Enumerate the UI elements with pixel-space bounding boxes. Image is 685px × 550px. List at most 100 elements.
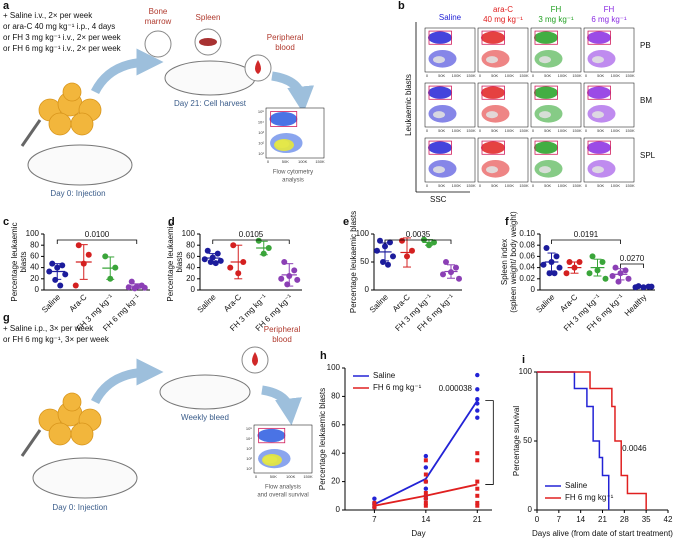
flow-population (274, 139, 294, 151)
flow-population (587, 31, 611, 44)
x-tick-label: Healthy (623, 293, 649, 319)
y-tick-label: 100 (519, 367, 533, 376)
mouse (27, 144, 133, 186)
flow-x-tick: 100K (505, 183, 515, 188)
spleen-icon (199, 38, 217, 46)
flow-population (539, 56, 551, 64)
arrow (90, 48, 164, 95)
annotation: 0.0270 (620, 254, 645, 263)
flow-x-tick: 50K (597, 73, 604, 78)
flow-x-tick: 50K (282, 159, 289, 164)
flow-x-tick: 150K (519, 128, 529, 133)
flow-x-tick: 100K (286, 474, 296, 479)
x-tick-label: 0 (535, 515, 540, 524)
flow-x-tick: 100K (452, 183, 462, 188)
data-point (566, 259, 573, 265)
y-tick-label: 0.04 (519, 263, 535, 272)
treatment: or ara-C 40 mg kg⁻¹ i.p., 4 days (3, 22, 115, 31)
data-point (453, 264, 459, 271)
axis-title: Percentage leukaemic (166, 222, 175, 301)
y-tick-label: 0 (191, 285, 196, 294)
data-point (128, 278, 135, 285)
step-label: Day 0: Injection (52, 503, 107, 512)
data-point (85, 251, 92, 258)
x-tick-label: Ara-C (558, 292, 579, 313)
mean-line (374, 483, 478, 507)
data-point (49, 260, 56, 267)
flow-y-tick: 10³ (258, 130, 264, 135)
flow-x-tick: 50K (270, 474, 277, 479)
flow-population (592, 166, 604, 174)
flow-x-tick: 50K (597, 128, 604, 133)
panel-letter: d (168, 216, 175, 228)
x-tick-label: 21 (598, 515, 607, 524)
y-tick-label: 0 (336, 505, 341, 514)
caption: and overall survival (257, 493, 308, 499)
flow-gate (587, 30, 611, 45)
x-tick-label: 14 (576, 515, 585, 524)
y-tick-label: 20 (30, 274, 39, 283)
data-point (423, 453, 429, 459)
treatment: or FH 6 mg kg⁻¹, 3× per week (3, 335, 110, 344)
caption: Flow analysis (265, 485, 301, 491)
x-tick-label: Saline (40, 292, 62, 314)
mouse (164, 60, 256, 96)
data-point (625, 275, 632, 282)
y-tick-label: 100 (26, 229, 40, 238)
data-point (475, 397, 480, 402)
data-point (589, 253, 596, 260)
syringe (20, 429, 42, 457)
flow-y-tick: 10⁴ (258, 120, 264, 125)
panel-letter: a (3, 0, 10, 12)
annotation: 0.0100 (85, 230, 110, 239)
flow-x-tick: 100K (505, 128, 515, 133)
column-title: FH (551, 5, 562, 14)
x-tick-label: Saline (196, 292, 218, 314)
y-tick-label: 60 (30, 252, 39, 261)
data-point (214, 250, 221, 257)
flow-population (433, 56, 445, 64)
flow-x-tick: 100K (298, 159, 308, 164)
flow-population (539, 166, 551, 174)
panel-letter: e (343, 216, 349, 228)
flow-x-tick: 50K (491, 183, 498, 188)
data-point (475, 415, 480, 420)
row-label: SPL (640, 151, 656, 160)
y-tick-label: 50 (360, 257, 369, 266)
flow-x-tick: 50K (544, 183, 551, 188)
flow-x-tick: 0 (585, 183, 588, 188)
panel-letter: b (398, 0, 405, 12)
y-tick-label: 50 (523, 436, 532, 445)
axis-title: blasts (175, 252, 184, 273)
flow-x-tick: 100K (505, 73, 515, 78)
flow-x-tick: 0 (267, 159, 270, 164)
flow-x-tick: 0 (532, 73, 535, 78)
flow-gate (428, 85, 452, 100)
mean-line (373, 400, 479, 506)
caption: Flow cytometry (273, 170, 313, 176)
flow-gate (534, 85, 558, 100)
organ-label: blood (275, 43, 295, 52)
flow-x-tick: 100K (611, 183, 621, 188)
column-title: 40 mg kg⁻¹ (483, 15, 523, 24)
annotation: 0.000038 (439, 384, 473, 393)
data-point (46, 268, 53, 275)
data-point (387, 239, 393, 246)
data-point (278, 275, 285, 282)
flow-population (481, 141, 505, 154)
flow-population (433, 166, 445, 174)
y-tick-label: 0 (531, 285, 536, 294)
panel-letter: g (3, 312, 10, 324)
data-point (423, 490, 428, 495)
legend-label: Saline (565, 481, 588, 490)
data-point (57, 282, 64, 289)
organ-label: Bone (149, 7, 168, 16)
flow-gate (481, 140, 505, 155)
column-title: 6 mg kg⁻¹ (591, 15, 627, 24)
flow-x-tick: 150K (572, 183, 582, 188)
row-label: PB (640, 41, 651, 50)
y-tick-label: 0.02 (519, 274, 535, 283)
flow-population (592, 111, 604, 119)
x-tick-label: 14 (421, 515, 430, 524)
flow-x-tick: 100K (558, 73, 568, 78)
